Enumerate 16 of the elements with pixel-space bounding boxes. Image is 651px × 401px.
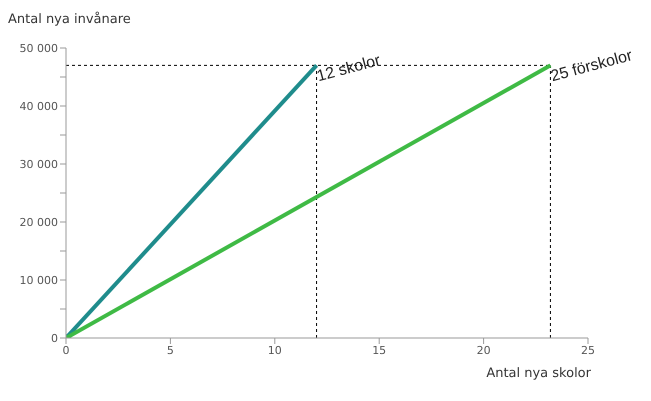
- x-tick-label: 10: [268, 344, 282, 357]
- x-axis-title: Antal nya skolor: [486, 366, 591, 381]
- x-tick-label: 0: [62, 344, 70, 357]
- y-tick-label: 0: [51, 332, 58, 345]
- y-tick-label: 50 000: [20, 42, 58, 55]
- x-tick-label: 15: [372, 344, 386, 357]
- y-tick-label: 30 000: [20, 158, 58, 171]
- y-tick-label: 20 000: [20, 216, 58, 229]
- y-tick-label: 40 000: [20, 100, 58, 113]
- y-axis-title: Antal nya invånare: [8, 12, 131, 27]
- y-tick-label: 10 000: [20, 274, 58, 287]
- x-tick-label: 20: [476, 344, 491, 357]
- x-tick-label: 25: [581, 344, 595, 357]
- annotation: 12 skolor: [315, 52, 383, 86]
- annotation: 25 förskolor: [549, 47, 635, 86]
- x-tick-label: 5: [166, 344, 174, 357]
